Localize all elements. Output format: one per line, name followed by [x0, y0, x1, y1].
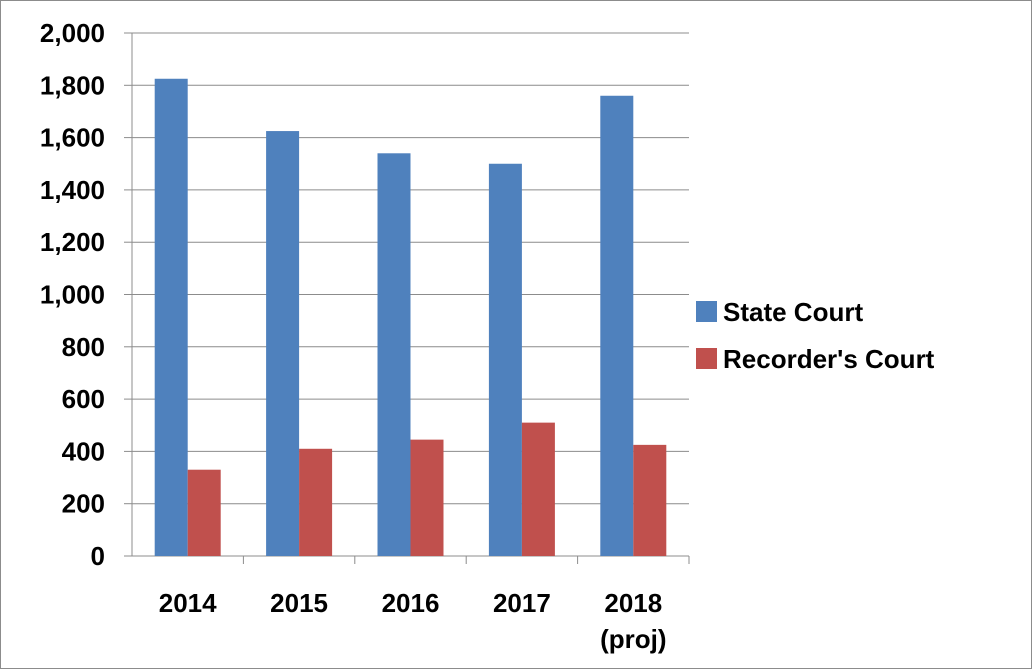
y-tick-label: 1,000	[40, 280, 105, 310]
x-category-label: 2016	[382, 588, 440, 618]
x-category-label: 2017	[493, 588, 551, 618]
legend-swatch	[696, 301, 717, 322]
y-tick-label: 2,000	[40, 18, 105, 48]
y-tick-label: 1,400	[40, 175, 105, 205]
bar-state-court	[154, 78, 188, 556]
bar-recorders-court	[299, 448, 333, 556]
bar-recorders-court	[633, 444, 667, 556]
bar-recorders-court	[187, 469, 221, 556]
y-tick-label: 600	[62, 384, 105, 414]
x-category-label: 2015	[270, 588, 328, 618]
y-tick-label: 1,600	[40, 123, 105, 153]
bar-state-court	[600, 95, 634, 556]
legend-swatch	[696, 348, 717, 369]
bar-state-court	[488, 163, 522, 556]
legend-label: State Court	[723, 297, 863, 327]
y-tick-label: 200	[62, 489, 105, 519]
bar-recorders-court	[410, 439, 444, 556]
bar-state-court	[266, 131, 300, 556]
y-tick-label: 800	[62, 332, 105, 362]
y-tick-label: 0	[91, 541, 105, 571]
legend-label: Recorder's Court	[723, 344, 935, 374]
x-category-label: 2018	[604, 588, 662, 618]
bar-recorders-court	[521, 422, 555, 556]
x-category-label: (proj)	[600, 624, 666, 654]
x-category-label: 2014	[159, 588, 217, 618]
y-tick-label: 1,800	[40, 70, 105, 100]
bar-state-court	[377, 153, 411, 557]
y-tick-label: 400	[62, 436, 105, 466]
y-tick-label: 1,200	[40, 227, 105, 257]
